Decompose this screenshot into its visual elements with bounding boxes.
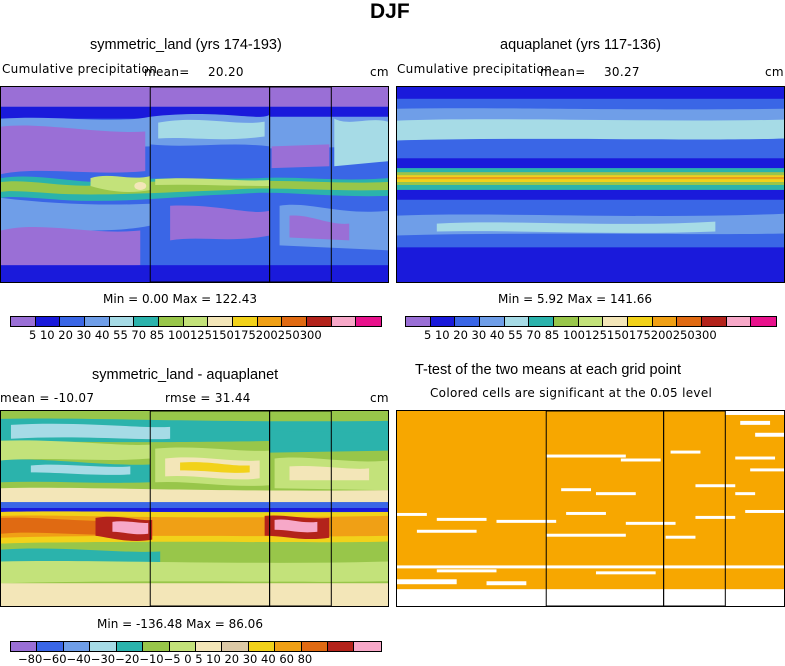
colorbar-swatch-0	[11, 317, 36, 326]
panel1-colorbar-ticks: 5 10 20 30 40 55 70 85 10012515017520025…	[29, 328, 322, 342]
panel2-units: cm	[765, 65, 784, 79]
colorbar-swatch-2	[63, 642, 91, 651]
colorbar-swatch-1	[430, 317, 456, 326]
colorbar-swatch-0	[11, 642, 38, 651]
colorbar-swatch-9	[627, 317, 653, 326]
colorbar-swatch-12	[701, 317, 727, 326]
colorbar-swatch-10	[652, 317, 678, 326]
colorbar-swatch-9	[232, 317, 258, 326]
colorbar-swatch-7	[578, 317, 604, 326]
panel3-map	[0, 410, 389, 607]
panel4-map	[396, 410, 785, 607]
panel1-subtitle: Cumulative precipitation	[2, 62, 158, 76]
colorbar-swatch-11	[301, 642, 329, 651]
panel4-subtitle: Colored cells are significant at the 0.0…	[430, 386, 713, 400]
colorbar-swatch-13	[354, 642, 381, 651]
panel3-stats: Min = -136.48 Max = 86.06	[97, 617, 263, 631]
panel2-subtitle: Cumulative precipitation	[397, 62, 553, 76]
figure-title: DJF	[370, 0, 410, 23]
colorbar-swatch-2	[455, 317, 480, 326]
colorbar-swatch-13	[331, 317, 357, 326]
panel1-units: cm	[370, 65, 389, 79]
panel2-title: aquaplanet (yrs 117-136)	[500, 37, 661, 53]
colorbar-swatch-3	[90, 642, 117, 651]
colorbar-swatch-14	[751, 317, 776, 326]
panel4-title: T-test of the two means at each grid poi…	[415, 362, 681, 378]
colorbar-swatch-10	[275, 642, 302, 651]
panel3-mean: mean = -10.07	[0, 391, 95, 405]
colorbar-swatch-14	[356, 317, 381, 326]
colorbar-swatch-11	[282, 317, 307, 326]
panel3-title: symmetric_land - aquaplanet	[92, 367, 279, 383]
colorbar-swatch-2	[60, 317, 85, 326]
panel1-mean-value: 20.20	[208, 65, 244, 79]
panel1-colorbar	[10, 316, 382, 327]
colorbar-swatch-8	[222, 642, 249, 651]
panel2-mean-label: mean=	[540, 65, 586, 79]
panel2-stats: Min = 5.92 Max = 141.66	[498, 292, 652, 306]
colorbar-swatch-11	[677, 317, 702, 326]
colorbar-swatch-8	[208, 317, 233, 326]
colorbar-swatch-6	[553, 317, 579, 326]
panel2-mean-value: 30.27	[604, 65, 640, 79]
panel2-colorbar-ticks: 5 10 20 30 40 55 70 85 10012515017520025…	[424, 328, 717, 342]
colorbar-swatch-3	[84, 317, 110, 326]
colorbar-swatch-9	[248, 642, 276, 651]
colorbar-swatch-0	[406, 317, 431, 326]
colorbar-swatch-5	[134, 317, 159, 326]
colorbar-swatch-12	[328, 642, 355, 651]
colorbar-swatch-1	[37, 642, 64, 651]
colorbar-swatch-6	[169, 642, 196, 651]
colorbar-swatch-7	[195, 642, 223, 651]
colorbar-swatch-5	[143, 642, 170, 651]
colorbar-swatch-4	[504, 317, 530, 326]
panel3-colorbar-ticks: −80−60−40−30−20−10−5 0 5 10 20 30 40 60 …	[18, 652, 313, 666]
panel3-colorbar	[10, 641, 382, 652]
colorbar-swatch-6	[158, 317, 184, 326]
panel2-map	[396, 86, 785, 283]
panel1-map	[0, 86, 389, 283]
colorbar-swatch-1	[35, 317, 61, 326]
panel1-mean-label: mean=	[144, 65, 190, 79]
colorbar-swatch-10	[257, 317, 283, 326]
colorbar-swatch-8	[603, 317, 628, 326]
panel3-rmse: rmse = 31.44	[165, 391, 251, 405]
colorbar-swatch-3	[479, 317, 505, 326]
panel1-stats: Min = 0.00 Max = 122.43	[103, 292, 257, 306]
colorbar-swatch-4	[109, 317, 135, 326]
panel3-units: cm	[370, 391, 389, 405]
colorbar-swatch-12	[306, 317, 332, 326]
colorbar-swatch-5	[529, 317, 554, 326]
colorbar-swatch-13	[726, 317, 752, 326]
panel1-title: symmetric_land (yrs 174-193)	[90, 37, 282, 53]
colorbar-swatch-7	[183, 317, 209, 326]
panel2-colorbar	[405, 316, 777, 327]
colorbar-swatch-4	[116, 642, 144, 651]
